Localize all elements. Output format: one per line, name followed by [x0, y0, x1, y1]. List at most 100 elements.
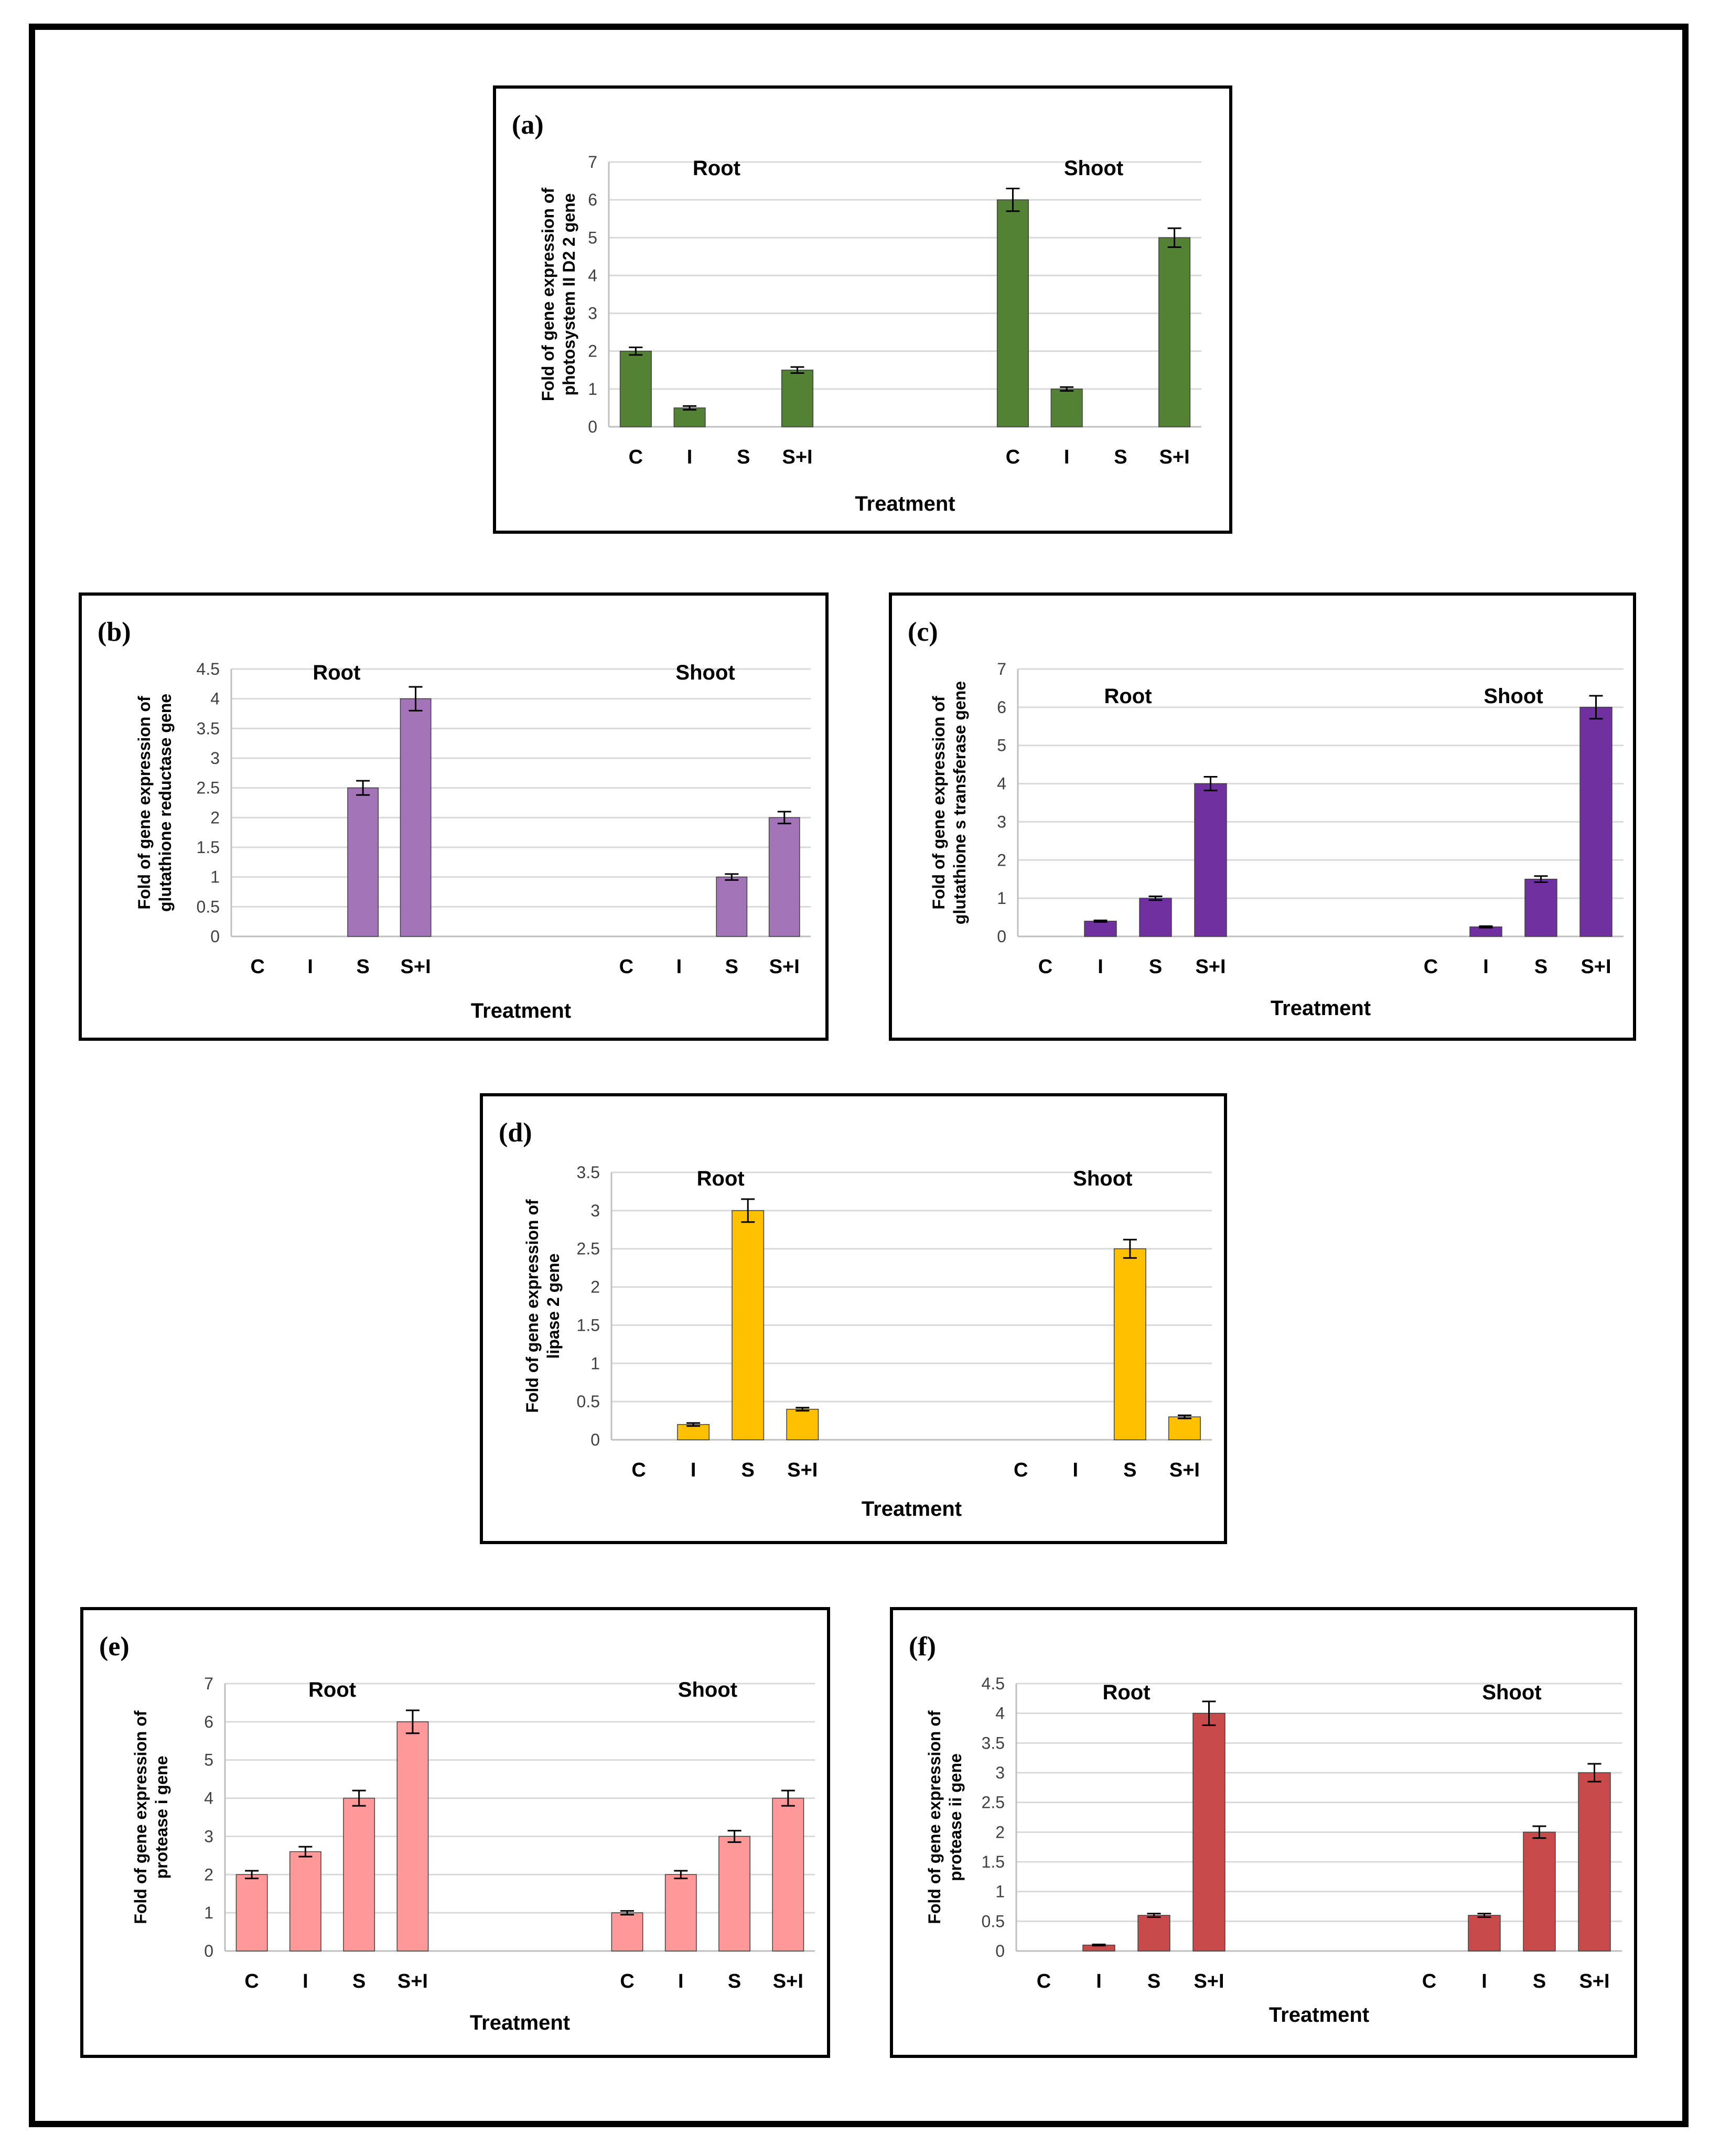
group-label-shoot: Shoot [1482, 1681, 1541, 1704]
x-tick-label: S+I [1579, 1970, 1609, 1992]
x-axis-title: Treatment [471, 999, 571, 1022]
y-tick-label: 4 [210, 689, 220, 708]
y-tick-label: 5 [204, 1751, 213, 1770]
y-tick-label: 2.5 [197, 779, 220, 797]
group-label-shoot: Shoot [675, 661, 735, 684]
group-label-root: Root [313, 661, 360, 684]
x-tick-label: S [741, 1459, 755, 1481]
bar [347, 787, 379, 937]
x-axis-title: Treatment [1271, 997, 1371, 1020]
x-tick-label: I [1098, 956, 1103, 978]
x-tick-label: C [631, 1459, 646, 1481]
x-tick-label: S+I [787, 1459, 818, 1481]
x-tick-label: S+I [769, 956, 800, 978]
x-tick-label: C [244, 1970, 259, 1992]
bar [343, 1797, 375, 1952]
y-axis-title-line: lipase 2 gene [544, 1254, 563, 1359]
y-axis-title-line: protease i gene [152, 1756, 171, 1879]
x-tick-label: S [728, 1970, 741, 1992]
y-axis-title-line: Fold of gene expression of [523, 1199, 542, 1413]
bar [619, 350, 652, 427]
bar [396, 1721, 429, 1952]
x-tick-label: I [303, 1970, 308, 1992]
y-tick-label: 2 [210, 808, 220, 827]
y-tick-label: 1.5 [982, 1852, 1005, 1871]
bar [235, 1874, 268, 1952]
y-tick-label: 2.5 [982, 1793, 1005, 1812]
y-tick-label: 0 [204, 1942, 213, 1960]
chart-panel-d: (d) 0 0.5 1 1.5 2 2.5 3 3.5 C I S S+I C I S S+I Root Shoo… [480, 1093, 1227, 1544]
y-tick-label: 2 [997, 850, 1006, 869]
group-label-root: Root [308, 1678, 356, 1701]
bar [1113, 1248, 1146, 1440]
bar [718, 1836, 750, 1952]
x-tick-label: S [1123, 1459, 1136, 1481]
panel-label: (f) [909, 1632, 936, 1662]
panel-label: (d) [499, 1118, 532, 1148]
y-tick-label: 4.5 [982, 1674, 1005, 1693]
group-label-shoot: Shoot [678, 1678, 737, 1701]
y-axis-title-line: glutathione s transferase gene [950, 681, 969, 924]
chart-panel-e: (e) 0 1 2 3 4 5 6 7 C I S S+I C I S S+I Root Shoot Treatme… [80, 1607, 830, 2058]
y-tick-label: 4 [204, 1789, 213, 1808]
group-label-root: Root [693, 157, 740, 180]
y-tick-label: 2 [995, 1823, 1005, 1841]
x-axis-title: Treatment [470, 2011, 570, 2034]
panel-label: (c) [908, 617, 938, 647]
y-axis-title-line: Fold of gene expression of [925, 1710, 944, 1924]
y-axis-title-line: photosystem II D2 2 gene [560, 193, 578, 396]
x-tick-label: S+I [773, 1970, 803, 1992]
panel-label: (e) [99, 1632, 130, 1662]
x-tick-label: S+I [401, 956, 431, 978]
x-tick-label: I [687, 446, 693, 468]
y-axis-title-line: Fold of gene expression of [131, 1710, 150, 1924]
y-tick-label: 0.5 [197, 897, 220, 916]
y-tick-label: 2 [590, 1278, 600, 1297]
y-axis-title-line: glutathione reductase gene [156, 694, 175, 912]
x-tick-label: C [619, 956, 633, 978]
y-tick-label: 6 [204, 1712, 213, 1731]
chart-panel-c: (c) 0 1 2 3 4 5 6 7 C I S S+I C I S S+I Root Shoot Treatme… [889, 592, 1636, 1041]
bar [1084, 921, 1117, 937]
y-tick-label: 0 [997, 927, 1006, 946]
group-label-shoot: Shoot [1484, 685, 1543, 708]
y-tick-label: 0 [590, 1430, 600, 1449]
bar [786, 1408, 819, 1440]
y-tick-label: 3 [997, 812, 1006, 831]
x-tick-label: C [620, 1970, 634, 1992]
y-tick-label: 4 [997, 774, 1006, 793]
bar [1137, 1915, 1170, 1952]
x-tick-label: S+I [397, 1970, 428, 1992]
bar [289, 1851, 321, 1952]
y-axis-title-line: Fold of gene expression of [135, 696, 154, 910]
y-tick-label: 2.5 [577, 1239, 600, 1258]
y-tick-label: 1 [995, 1882, 1005, 1901]
y-tick-label: 4 [995, 1704, 1005, 1723]
x-tick-label: S [352, 1970, 366, 1992]
y-tick-label: 2 [204, 1865, 213, 1884]
y-tick-label: 0 [588, 417, 597, 436]
x-tick-label: I [678, 1970, 684, 1992]
x-tick-label: S [1533, 1970, 1546, 1992]
chart-svg: 0 1 2 3 4 5 6 7 C I S S+I C I S S+I Root Shoot Treatment Fo… [539, 153, 1201, 515]
x-tick-label: I [1072, 1459, 1078, 1481]
x-tick-label: C [1038, 956, 1052, 978]
bar [768, 817, 800, 937]
bar [1158, 237, 1191, 427]
x-tick-label: S+I [1195, 956, 1226, 978]
y-tick-label: 3 [204, 1827, 213, 1846]
y-tick-label: 3 [210, 749, 220, 768]
x-tick-label: I [1096, 1970, 1102, 1992]
x-tick-label: S+I [782, 446, 812, 468]
y-tick-label: 0 [995, 1942, 1005, 1960]
x-tick-label: S [356, 956, 369, 978]
group-label-root: Root [1104, 685, 1152, 708]
x-tick-label: I [691, 1459, 696, 1481]
x-tick-label: C [629, 446, 643, 468]
y-axis-title-line: protease ii gene [946, 1753, 965, 1881]
chart-svg: 0 0.5 1 1.5 2 2.5 3 3.5 4 4.5 C I S S+I C I S S+I Root Shoo… [925, 1674, 1622, 2026]
y-tick-label: 6 [997, 698, 1006, 717]
x-tick-label: C [1037, 1970, 1051, 1992]
bar [400, 698, 432, 937]
bar [673, 407, 706, 427]
